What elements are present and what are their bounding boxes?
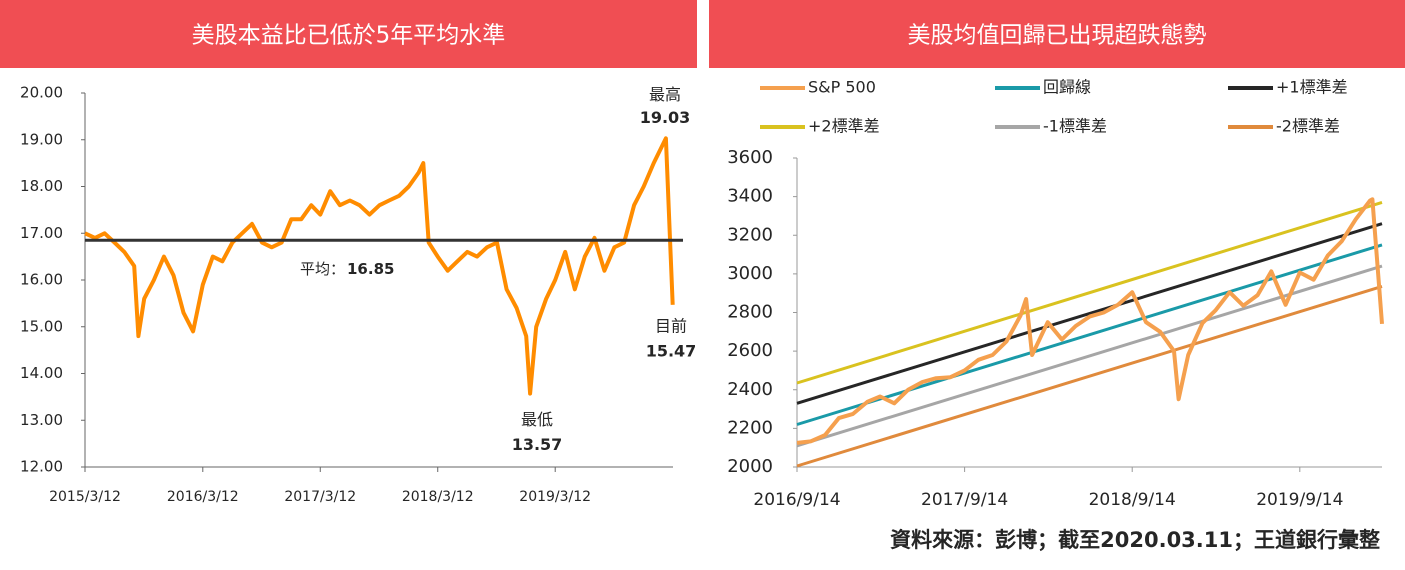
average-label: 平均： (300, 260, 345, 278)
y-tick-label: 2800 (727, 302, 773, 323)
legend-label: -2標準差 (1276, 117, 1340, 136)
series-line (796, 284, 1383, 468)
legend-label: S&P 500 (808, 78, 876, 97)
x-tick-label: 2019/9/14 (1256, 490, 1343, 510)
annotation-label: 目前 (655, 316, 687, 335)
annotation-value: 13.57 (512, 435, 563, 454)
header-bar (709, 0, 1405, 68)
series-line (796, 200, 1383, 385)
legend-label: -1標準差 (1043, 117, 1107, 136)
y-tick-label: 2600 (727, 340, 773, 361)
legend-label: +2標準差 (808, 117, 880, 136)
y-tick-label: 3200 (727, 224, 773, 245)
y-tick-label: 2000 (727, 456, 773, 477)
average-value: 16.85 (347, 260, 394, 278)
annotation-value: 19.03 (640, 108, 691, 127)
y-tick-label: 2200 (727, 417, 773, 438)
series-line (796, 197, 1384, 445)
y-tick-label: 3600 (727, 147, 773, 168)
x-tick-label: 2016/9/14 (753, 490, 840, 510)
series-line (796, 264, 1383, 448)
x-tick-label: 2018/3/12 (402, 489, 474, 505)
series-line (796, 222, 1383, 405)
annotation-value: 15.47 (646, 341, 697, 360)
y-tick-label: 16.00 (20, 271, 63, 289)
y-tick-label: 15.00 (20, 317, 63, 335)
header-bar (0, 0, 697, 68)
y-tick-label: 18.00 (20, 177, 63, 195)
chart-title: 美股本益比已低於5年平均水準 (192, 23, 506, 49)
source-note: 資料來源：彭博；截至2020.03.11；王道銀行彙整 (890, 528, 1380, 552)
y-tick-label: 2400 (727, 379, 773, 400)
annotation-label: 最低 (521, 410, 553, 429)
x-tick-label: 2018/9/14 (1089, 490, 1176, 510)
y-tick-label: 3400 (727, 186, 773, 207)
x-tick-label: 2019/3/12 (519, 489, 591, 505)
y-tick-label: 20.00 (20, 84, 63, 102)
x-tick-label: 2016/3/12 (167, 489, 239, 505)
x-tick-label: 2017/3/12 (284, 489, 356, 505)
annotation-label: 最高 (649, 85, 681, 104)
y-tick-label: 12.00 (20, 458, 63, 476)
legend-label: 回歸線 (1043, 78, 1091, 97)
y-tick-label: 14.00 (20, 364, 63, 382)
y-tick-label: 17.00 (20, 224, 63, 242)
y-tick-label: 3000 (727, 263, 773, 284)
y-tick-label: 19.00 (20, 130, 63, 148)
y-tick-label: 13.00 (20, 411, 63, 429)
x-tick-label: 2017/9/14 (921, 490, 1008, 510)
x-tick-label: 2015/3/12 (49, 489, 121, 505)
legend-label: +1標準差 (1276, 78, 1348, 97)
pe-line (84, 136, 675, 396)
chart-title: 美股均值回歸已出現超跌態勢 (908, 23, 1207, 49)
series-line (796, 243, 1383, 426)
